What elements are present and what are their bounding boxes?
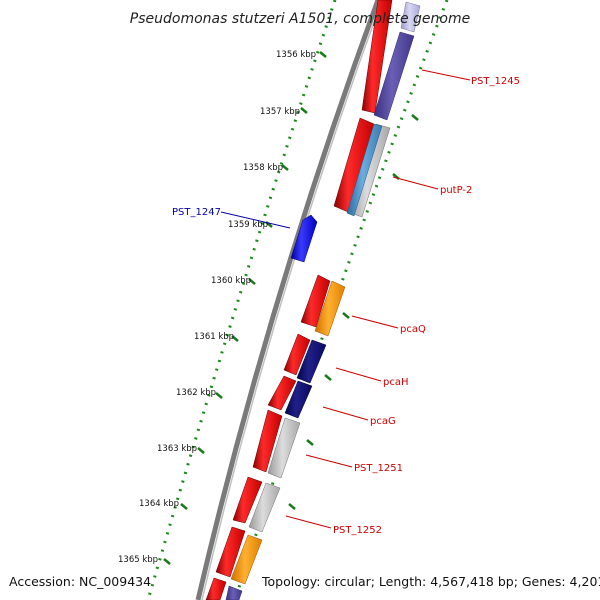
gene-feature-pcaH[interactable]	[296, 339, 327, 384]
gene-label-putP-2[interactable]: putP-2	[440, 185, 472, 196]
gene-feature-orange-lower[interactable]	[230, 534, 263, 585]
gene-label-pcaG[interactable]: pcaG	[370, 416, 396, 427]
gene-feature-pcaG[interactable]	[284, 380, 313, 419]
outer-ruler	[233, 0, 449, 600]
tick-label: 1363 kbp	[157, 444, 197, 454]
gene-feature-pcaQ[interactable]	[314, 280, 346, 337]
cds-track-forward	[205, 0, 393, 600]
tick-label: 1358 kbp	[243, 163, 283, 173]
tick-label: 1356 kbp	[276, 50, 316, 60]
gene-label-PST_1251[interactable]: PST_1251	[354, 463, 403, 474]
gene-track	[225, 1, 421, 600]
gene-feature-slate-lower[interactable]	[225, 585, 243, 600]
accession-label: Accession: NC_009434	[9, 574, 151, 589]
gene-feature-PST_1247[interactable]	[290, 214, 318, 263]
gene-feature-PST_1251[interactable]	[267, 417, 301, 479]
gene-feature-putP-2-stripe[interactable]	[346, 123, 383, 217]
topology-label: Topology: circular; Length: 4,567,418 bp…	[261, 574, 600, 589]
gene-feature-PST_1245-top[interactable]	[400, 1, 421, 33]
map-title: Pseudomonas stutzeri A1501, complete gen…	[130, 11, 470, 27]
cds-feature[interactable]	[205, 577, 227, 600]
genome-backbone	[195, 0, 381, 600]
gene-feature-PST_1252[interactable]	[248, 482, 281, 533]
inner-ruler	[146, 0, 337, 600]
tick-label: 1364 kbp	[139, 499, 179, 509]
cds-feature[interactable]	[283, 333, 311, 376]
label-leaders	[220, 69, 471, 529]
gene-label-PST_1247[interactable]: PST_1247	[172, 207, 221, 218]
cds-feature[interactable]	[232, 476, 263, 524]
tick-label: 1365 kbp	[118, 555, 158, 565]
cds-feature[interactable]	[267, 375, 297, 411]
gene-label-pcaH[interactable]: pcaH	[383, 377, 409, 388]
cds-feature[interactable]	[300, 274, 331, 328]
gene-label-pcaQ[interactable]: pcaQ	[400, 324, 426, 335]
tick-label: 1359 kbp	[228, 220, 268, 230]
tick-label: 1360 kbp	[211, 276, 251, 286]
gene-label-PST_1252[interactable]: PST_1252	[333, 525, 382, 536]
cds-feature[interactable]	[215, 526, 246, 578]
gene-feature-PST_1245[interactable]	[373, 31, 415, 121]
gene-label-PST_1245[interactable]: PST_1245	[471, 76, 520, 87]
ruler-ticks	[163, 51, 327, 565]
cds-feature[interactable]	[252, 409, 283, 473]
tick-label: 1362 kbp	[176, 388, 216, 398]
tick-label: 1361 kbp	[194, 332, 234, 342]
tick-label: 1357 kbp	[260, 107, 300, 117]
